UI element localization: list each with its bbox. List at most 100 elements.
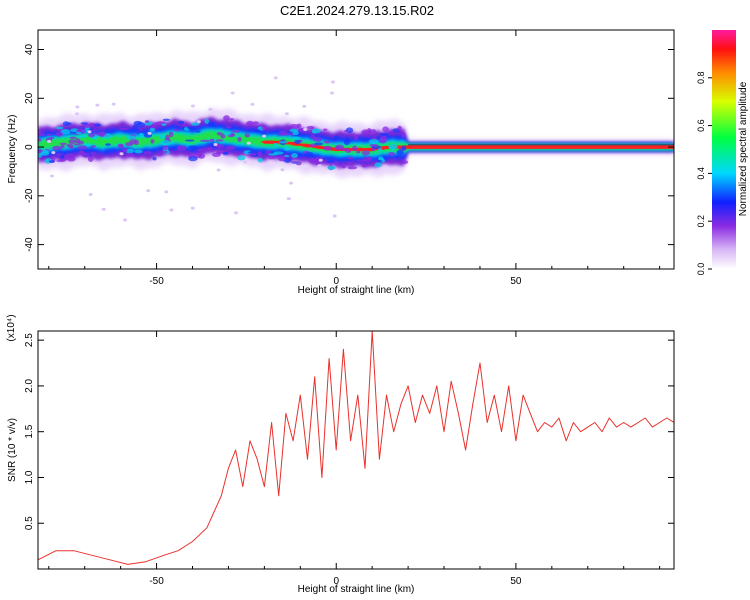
snr-ylabel: SNR (10 * v/v) bbox=[7, 418, 18, 482]
spectrogram-speckle bbox=[168, 131, 174, 138]
x-tick-label: 50 bbox=[510, 276, 522, 287]
spectrogram-speckle bbox=[207, 121, 215, 127]
spectrogram-speckle bbox=[56, 153, 62, 156]
spectrogram-speckle bbox=[150, 139, 155, 144]
spectrogram-speckle bbox=[326, 159, 335, 164]
spectrogram-speckle bbox=[160, 139, 171, 146]
spectrogram-speckle bbox=[132, 124, 138, 130]
spectrogram-speckle bbox=[314, 142, 324, 146]
spectrogram-speckle bbox=[273, 151, 284, 155]
spectrogram-speckle bbox=[138, 132, 144, 139]
spectrogram-speckle bbox=[362, 156, 371, 162]
spectrogram-speckle bbox=[261, 124, 266, 131]
spectrogram-speckle bbox=[361, 164, 367, 168]
spectrogram-speckle bbox=[369, 144, 379, 147]
spectrogram-outlier bbox=[286, 197, 291, 201]
spectrogram-speckle bbox=[204, 118, 210, 124]
spectrogram-speckle bbox=[340, 147, 350, 151]
spectrogram-speckle bbox=[126, 152, 135, 157]
spectrogram-speckle bbox=[184, 139, 195, 142]
y-tick-label: -20 bbox=[24, 188, 35, 203]
spectrogram-speckle bbox=[40, 151, 50, 156]
spectrogram-speckle bbox=[122, 147, 128, 153]
spectrogram-xlabel: Height of straight line (km) bbox=[298, 285, 415, 296]
spectrogram-heat-layer bbox=[38, 76, 674, 222]
spectrogram-speckle bbox=[237, 136, 242, 142]
spectrogram-speckle bbox=[188, 145, 198, 149]
spectrogram-speckle bbox=[77, 140, 84, 145]
spectrogram-outlier bbox=[317, 164, 322, 168]
spectrogram-outlier bbox=[330, 91, 335, 95]
spectrogram-speckle bbox=[134, 149, 143, 154]
spectrogram-speckle bbox=[199, 139, 210, 142]
spectrogram-speckle bbox=[289, 123, 300, 129]
y-tick-label: 0 bbox=[24, 144, 35, 150]
spectrogram-speckle bbox=[162, 118, 170, 121]
spectrogram-speckle bbox=[125, 148, 134, 154]
spectrogram-speckle bbox=[343, 129, 349, 133]
spectrogram-speckle bbox=[69, 136, 77, 139]
spectrogram-speckle bbox=[237, 155, 246, 161]
colorbar-tick-label: 0.0 bbox=[696, 263, 706, 276]
spectrogram-speckle bbox=[401, 145, 407, 151]
y-tick-label: 2.5 bbox=[24, 333, 35, 347]
spectrogram-outlier bbox=[147, 131, 152, 135]
spectrogram-speckle bbox=[76, 135, 87, 139]
spectrogram-speckle bbox=[125, 141, 134, 147]
spectrogram-speckle bbox=[278, 156, 287, 159]
spectrogram-ticks: -50 0 50 40 20 0 -20 -40 bbox=[24, 30, 674, 287]
spectrogram-speckle bbox=[246, 120, 254, 127]
spectrogram-speckle bbox=[401, 160, 409, 164]
colorbar-label: Normalized spectral amplitude bbox=[738, 81, 749, 216]
spectrogram-outlier bbox=[230, 91, 235, 95]
colorbar-tick-label: 0.8 bbox=[696, 72, 706, 85]
spectrogram-speckle bbox=[356, 150, 361, 154]
spectrogram-speckle bbox=[68, 139, 76, 145]
spectrogram-outlier bbox=[250, 102, 255, 106]
spectrogram-speckle bbox=[312, 136, 322, 142]
spectrogram-speckle bbox=[333, 135, 339, 140]
spectrogram-speckle bbox=[46, 133, 52, 136]
spectrogram-speckle bbox=[340, 152, 346, 156]
spectrogram-speckle bbox=[38, 128, 42, 135]
spectrogram-speckle bbox=[152, 156, 157, 161]
spectrogram-outlier bbox=[51, 151, 56, 155]
spectrogram-speckle bbox=[323, 128, 328, 131]
spectrogram-speckle bbox=[161, 150, 168, 154]
x-tick-label: -50 bbox=[149, 576, 164, 587]
spectrogram-speckle bbox=[257, 157, 264, 163]
spectrogram-speckle bbox=[290, 161, 300, 164]
spectrogram-speckle bbox=[343, 139, 350, 146]
spectrogram-speckle bbox=[182, 124, 188, 127]
y-tick-label: 0.5 bbox=[24, 516, 35, 530]
spectrogram-speckle bbox=[289, 128, 299, 133]
spectrogram-speckle bbox=[347, 166, 358, 170]
spectrogram-outlier bbox=[332, 214, 337, 218]
spectrogram-speckle bbox=[157, 152, 163, 157]
spectrogram-outlier bbox=[87, 130, 92, 134]
spectrogram-outlier bbox=[302, 104, 307, 108]
spectrogram-speckle bbox=[296, 123, 302, 129]
spectrogram-outlier bbox=[330, 80, 335, 84]
spectrogram-speckle bbox=[215, 139, 224, 142]
colorbar-tick-label: 0.2 bbox=[696, 215, 706, 228]
x-tick-label: 50 bbox=[510, 576, 522, 587]
spectrogram-speckle bbox=[92, 123, 102, 127]
spectrogram-speckle bbox=[314, 159, 320, 165]
spectrogram-speckle bbox=[232, 130, 241, 133]
spectrogram-outlier bbox=[303, 127, 308, 131]
spectrogram-speckle bbox=[75, 131, 82, 134]
spectrogram-speckle bbox=[216, 144, 225, 149]
spectrogram-speckle bbox=[66, 122, 72, 126]
spectrogram-speckle bbox=[341, 164, 347, 169]
spectrogram-speckle bbox=[105, 143, 111, 146]
spectrogram-ylabel: Frequency (Hz) bbox=[7, 115, 18, 184]
spectrogram-speckle bbox=[97, 131, 107, 137]
x-tick-label: 0 bbox=[333, 576, 339, 587]
spectrogram-speckle bbox=[119, 127, 129, 131]
spectrogram-speckle bbox=[87, 156, 94, 162]
snr-xlabel: Height of straight line (km) bbox=[298, 584, 415, 595]
spectrogram-speckle bbox=[38, 138, 42, 142]
y-tick-label: 20 bbox=[24, 92, 35, 104]
spectrogram-outlier bbox=[169, 208, 174, 212]
